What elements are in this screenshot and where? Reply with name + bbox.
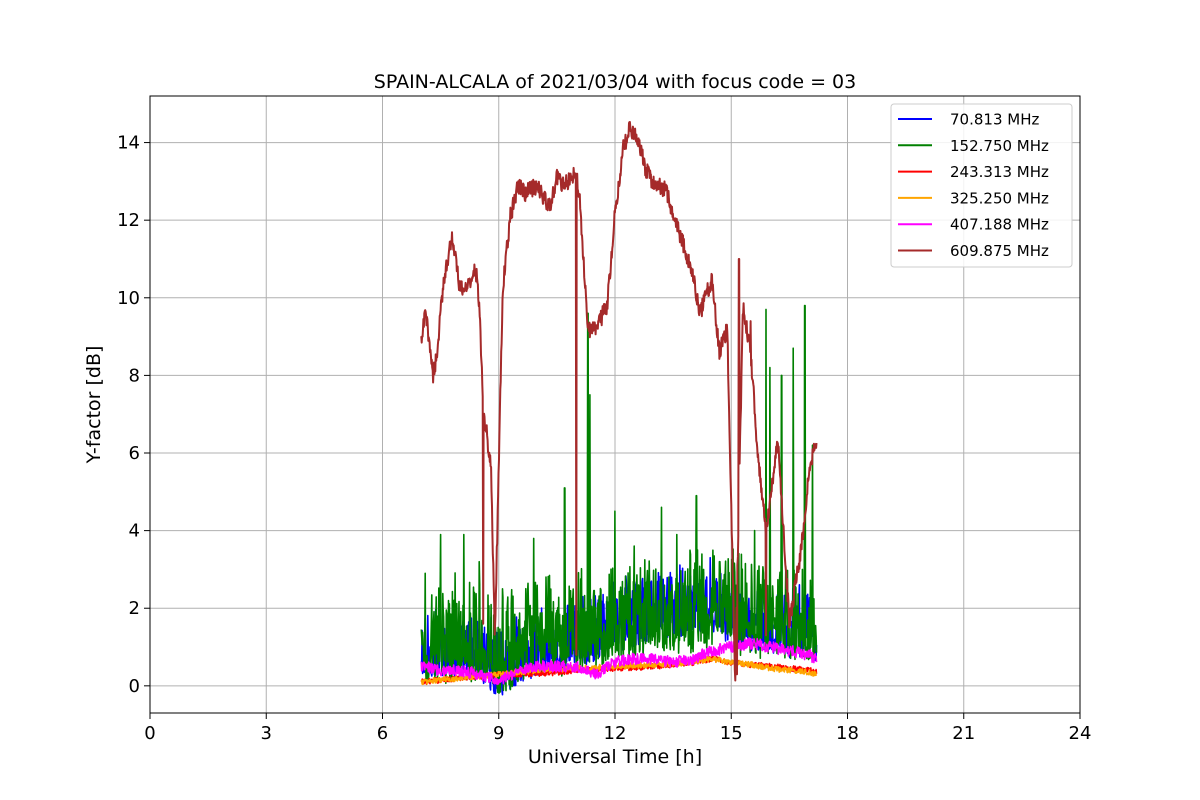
series-line bbox=[420, 637, 818, 686]
legend-entry-label: 243.313 MHz bbox=[950, 163, 1049, 181]
series-5 bbox=[420, 121, 818, 682]
chart-title: SPAIN-ALCALA of 2021/03/04 with focus co… bbox=[374, 71, 856, 93]
y-tick-label: 0 bbox=[129, 676, 140, 697]
x-tick-label: 24 bbox=[1069, 723, 1092, 744]
legend-entry-label: 407.188 MHz bbox=[950, 216, 1049, 234]
legend-entry-label: 609.875 MHz bbox=[950, 242, 1049, 260]
y-tick-label: 6 bbox=[129, 443, 140, 464]
series-line bbox=[420, 121, 818, 682]
legend-entry-label: 152.750 MHz bbox=[950, 137, 1049, 155]
x-tick-label: 21 bbox=[952, 723, 975, 744]
y-tick-label: 2 bbox=[129, 598, 140, 619]
legend-box bbox=[890, 103, 1073, 268]
x-tick-label: 0 bbox=[144, 723, 155, 744]
x-tick-label: 6 bbox=[377, 723, 388, 744]
y-tick-label: 14 bbox=[117, 133, 140, 154]
x-tick-label: 3 bbox=[261, 723, 272, 744]
series-4 bbox=[420, 637, 818, 686]
y-tick-label: 8 bbox=[129, 365, 140, 386]
x-tick-label: 9 bbox=[493, 723, 504, 744]
legend-entry-label: 325.250 MHz bbox=[950, 189, 1049, 207]
legend-entry-label: 70.813 MHz bbox=[950, 111, 1039, 129]
legend: 70.813 MHz 152.750 MHz 243.313 MHz 325.250 … bbox=[890, 103, 1073, 268]
y-tick-label: 12 bbox=[117, 210, 140, 231]
y-tick-label: 10 bbox=[117, 288, 140, 309]
x-tick-label: 18 bbox=[836, 723, 859, 744]
x-axis-label: Universal Time [h] bbox=[528, 746, 702, 768]
plot-series bbox=[420, 121, 818, 696]
x-tick-label: 12 bbox=[604, 723, 627, 744]
y-tick-label: 4 bbox=[129, 521, 140, 542]
y-axis-label: Y-factor [dB] bbox=[83, 346, 105, 465]
x-tick-label: 15 bbox=[720, 723, 743, 744]
